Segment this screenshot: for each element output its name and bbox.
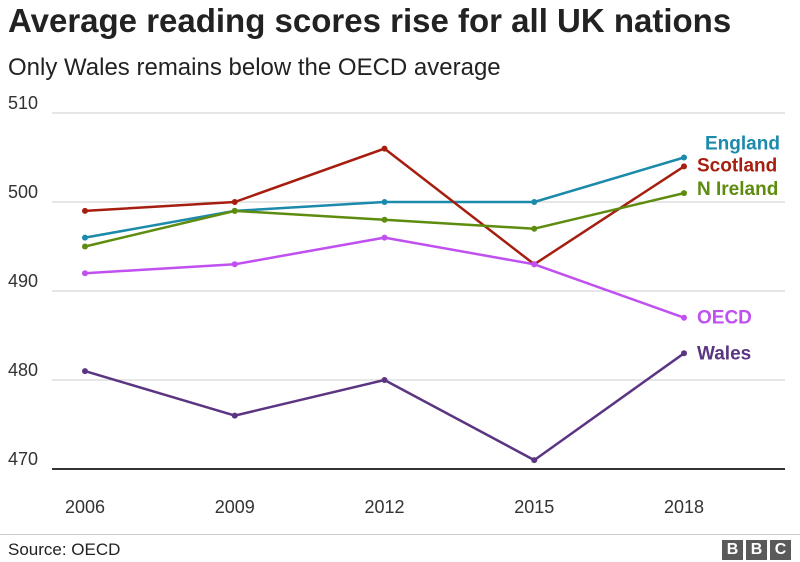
bbc-logo-letter: C (770, 540, 791, 560)
chart-title: Average reading scores rise for all UK n… (8, 2, 732, 39)
bbc-logo: B B C (722, 540, 791, 560)
data-point (381, 234, 388, 241)
x-tick-label: 2012 (364, 497, 404, 517)
x-tick-label: 2009 (215, 497, 255, 517)
data-point (681, 350, 687, 357)
source-note: Source: OECD (8, 540, 121, 559)
bbc-logo-letter: B (746, 540, 767, 560)
series-label: Wales (697, 343, 751, 364)
data-point (531, 225, 538, 232)
data-point (381, 377, 388, 383)
data-point (681, 163, 687, 170)
y-tick-label: 500 (8, 182, 38, 202)
data-point (82, 368, 88, 375)
x-tick-label: 2015 (514, 497, 554, 517)
y-tick-label: 470 (8, 449, 38, 469)
data-point (531, 457, 538, 464)
data-point (231, 199, 238, 205)
chart-subtitle: Only Wales remains below the OECD averag… (8, 54, 501, 81)
data-point (82, 270, 88, 277)
series-label: England (705, 134, 780, 155)
data-point (681, 154, 687, 161)
series-label: N Ireland (697, 179, 778, 200)
series-label: Scotland (697, 155, 777, 176)
line-chart: 470 480 490 500 510 2006 2009 2012 2015 2018 Engla… (8, 93, 785, 517)
series-line (84, 147, 685, 266)
data-point (381, 199, 388, 205)
data-point (381, 145, 388, 152)
bbc-logo-letter: B (722, 540, 743, 560)
data-point (231, 261, 238, 268)
data-point (231, 412, 238, 419)
data-point (681, 190, 687, 197)
data-point (82, 207, 88, 214)
data-point (381, 216, 388, 223)
y-tick-label: 480 (8, 360, 38, 380)
x-tick-label: 2006 (65, 497, 105, 517)
series-label: OECD (697, 308, 752, 329)
data-point (531, 199, 538, 205)
data-point (82, 243, 88, 250)
y-tick-label: 490 (8, 271, 38, 291)
data-point (82, 234, 88, 241)
data-point (231, 207, 238, 214)
footer-divider (0, 534, 800, 535)
series-line (84, 352, 685, 462)
data-point (681, 314, 687, 321)
data-point (531, 261, 538, 268)
x-tick-label: 2018 (664, 497, 704, 517)
y-tick-label: 510 (8, 93, 38, 113)
series-line (84, 236, 685, 319)
